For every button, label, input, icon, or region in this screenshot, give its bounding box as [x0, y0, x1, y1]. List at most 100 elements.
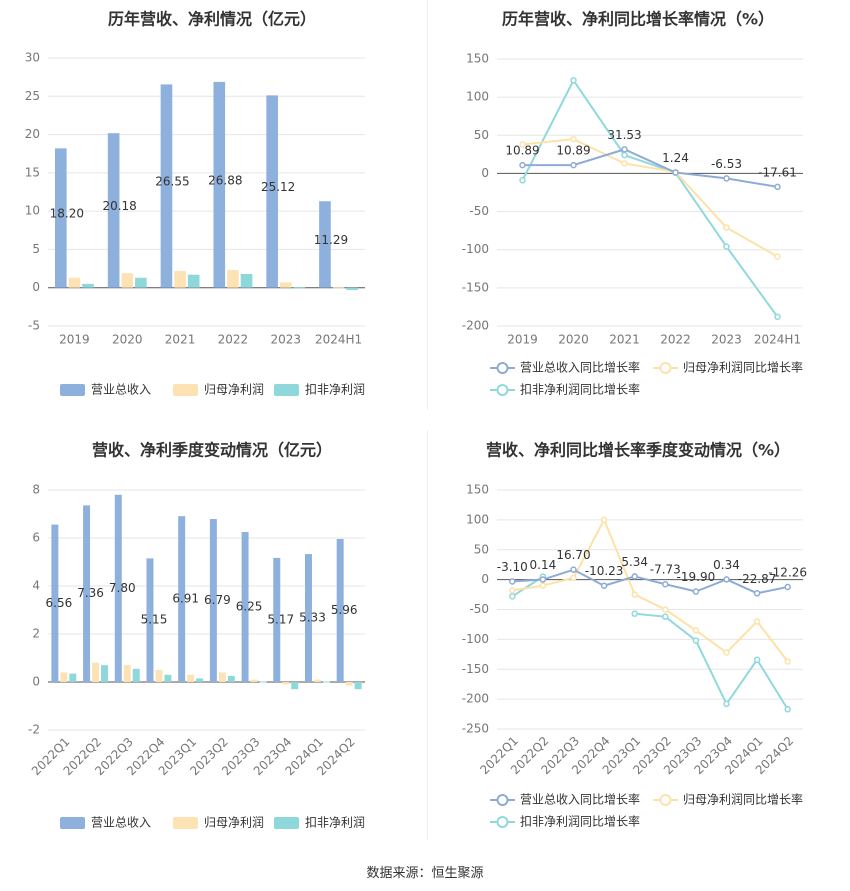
bar-deducted-profit	[135, 277, 147, 288]
data-point	[774, 183, 781, 191]
data-point	[753, 590, 761, 597]
bar-net-profit	[187, 674, 195, 682]
bar-revenue	[213, 81, 226, 288]
bar-deducted-profit	[196, 678, 204, 682]
legend-swatch	[60, 817, 85, 829]
data-point	[723, 649, 730, 656]
legend-item[interactable]: 营业总收入	[60, 383, 151, 397]
y-tick-label: 6	[32, 531, 40, 545]
legend-label: 扣非净利润同比增长率	[520, 814, 640, 829]
legend-label: 归母净利润	[204, 383, 264, 397]
x-tick-label: 2024H1	[315, 333, 362, 347]
y-tick-label: -2	[28, 723, 40, 737]
y-tick-label: 50	[474, 542, 489, 556]
legend-marker	[659, 794, 672, 806]
data-point	[621, 146, 628, 153]
data-label: 7.80	[109, 581, 136, 595]
y-tick-label: 2	[32, 627, 40, 641]
data-label: 10.89	[505, 144, 539, 158]
data-point	[662, 580, 669, 588]
data-label: -10.23	[585, 564, 624, 578]
bar-revenue	[266, 95, 278, 288]
legend-item[interactable]: 归母净利润同比增长率	[653, 792, 803, 807]
bar-net-profit	[92, 662, 100, 682]
data-label: 6.79	[204, 593, 231, 607]
bar-net-profit	[121, 273, 134, 288]
legend-marker	[496, 794, 509, 806]
data-point	[753, 656, 761, 663]
x-tick-label: 2020	[558, 333, 589, 347]
y-tick-label: -100	[462, 632, 489, 646]
data-point	[509, 587, 516, 594]
bar-deducted-profit	[187, 274, 200, 288]
data-point	[570, 77, 577, 84]
legend-item[interactable]: 扣非净利润	[274, 816, 365, 830]
data-point	[692, 637, 700, 644]
legend-item[interactable]: 扣非净利润同比增长率	[490, 814, 640, 829]
legend-item[interactable]: 营业总收入同比增长率	[490, 792, 640, 807]
y-tick-label: 30	[25, 51, 40, 65]
bar-deducted-profit	[227, 676, 235, 682]
legend-label: 营业总收入	[91, 816, 151, 830]
data-point	[509, 593, 516, 600]
y-tick-label: -150	[462, 662, 489, 676]
data-point	[753, 618, 761, 625]
x-tick-label: 2019	[507, 333, 538, 347]
data-point	[631, 573, 638, 580]
y-tick-label: -250	[462, 722, 489, 736]
legend-item[interactable]: 归母净利润	[173, 816, 264, 830]
y-tick-label: -200	[462, 319, 489, 333]
legend-item[interactable]: 扣非净利润同比增长率	[490, 382, 640, 397]
bar-net-profit	[155, 670, 163, 682]
data-label: -3.10	[497, 560, 528, 574]
series-line	[634, 612, 789, 710]
legend-swatch	[274, 817, 299, 829]
data-label: 18.20	[50, 207, 84, 221]
data-point	[600, 516, 608, 524]
series-line	[512, 568, 788, 595]
bar-deducted-profit	[293, 287, 306, 289]
x-tick-label: 2019	[59, 333, 90, 347]
legend-item[interactable]: 归母净利润	[173, 383, 264, 397]
y-tick-label: 150	[466, 52, 489, 66]
y-tick-label: 25	[25, 89, 40, 103]
data-label: 5.34	[621, 555, 648, 569]
y-tick-label: 100	[466, 90, 489, 104]
bar-revenue	[319, 201, 331, 288]
legend-swatch	[173, 384, 198, 396]
bar-deducted-profit	[259, 681, 267, 683]
data-point	[662, 613, 669, 620]
bar-revenue	[178, 516, 186, 682]
data-label: 6.56	[46, 596, 73, 610]
legend-item[interactable]: 营业总收入	[60, 816, 151, 830]
bar-revenue	[83, 505, 91, 682]
bar-net-profit	[68, 277, 81, 288]
y-tick-label: 4	[32, 579, 40, 593]
chart-1: 历年营收、净利情况（亿元） -5 0 5 10 15 20 25 30 2019 2020 2021 2…	[25, 10, 365, 397]
y-tick-label: 0	[32, 280, 40, 294]
y-tick-label: 50	[474, 128, 489, 142]
x-tick-label: 2023	[711, 333, 742, 347]
data-point	[509, 578, 516, 585]
data-label: 5.33	[299, 611, 326, 625]
data-point	[570, 161, 577, 169]
legend-label: 扣非净利润	[305, 383, 365, 397]
legend-item[interactable]: 营业总收入同比增长率	[490, 360, 640, 375]
bar-net-profit	[250, 679, 258, 682]
legend-item[interactable]: 扣非净利润	[274, 383, 365, 397]
y-tick-label: 0	[481, 166, 489, 180]
data-label: 1.24	[662, 151, 689, 165]
y-tick-label: 0	[481, 572, 489, 586]
bar-net-profit	[174, 270, 186, 288]
bar-deducted-profit	[82, 283, 94, 288]
data-label: 6.91	[172, 592, 199, 606]
data-point	[723, 224, 730, 231]
y-tick-label: -100	[462, 242, 489, 256]
data-point	[784, 583, 791, 591]
data-point	[539, 576, 547, 583]
legend-item[interactable]: 归母净利润同比增长率	[653, 360, 803, 375]
data-point	[723, 700, 730, 708]
bar-net-profit	[279, 282, 292, 288]
bar-net-profit	[227, 270, 239, 288]
